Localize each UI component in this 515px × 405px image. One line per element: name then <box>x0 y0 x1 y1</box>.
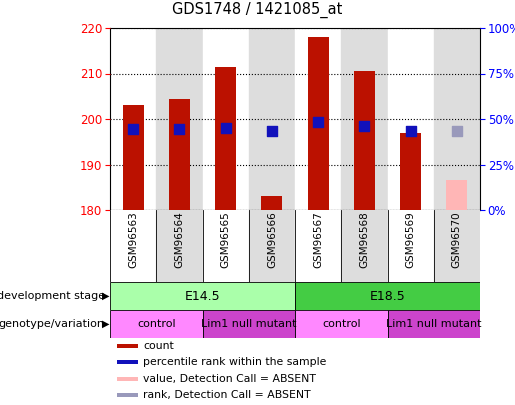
Text: GSM96569: GSM96569 <box>406 211 416 268</box>
Bar <box>354 71 375 210</box>
Text: development stage: development stage <box>0 291 105 301</box>
Bar <box>169 98 190 210</box>
Text: GDS1748 / 1421085_at: GDS1748 / 1421085_at <box>173 2 342 18</box>
Text: count: count <box>143 341 174 351</box>
Bar <box>202 28 249 210</box>
Bar <box>295 210 341 282</box>
Point <box>221 125 230 131</box>
Text: E18.5: E18.5 <box>370 290 405 303</box>
Bar <box>387 210 434 282</box>
Bar <box>295 310 387 338</box>
Bar <box>123 105 144 210</box>
Text: control: control <box>322 319 360 329</box>
Text: control: control <box>137 319 176 329</box>
Text: value, Detection Call = ABSENT: value, Detection Call = ABSENT <box>143 373 316 384</box>
Bar <box>215 67 236 210</box>
Text: E14.5: E14.5 <box>185 290 220 303</box>
Bar <box>110 310 202 338</box>
Bar <box>341 210 387 282</box>
Text: Lim1 null mutant: Lim1 null mutant <box>201 319 297 329</box>
Bar <box>110 28 156 210</box>
Bar <box>400 133 421 210</box>
Text: GSM96566: GSM96566 <box>267 211 277 268</box>
Point <box>453 128 461 134</box>
Text: GSM96568: GSM96568 <box>359 211 369 268</box>
Bar <box>110 282 295 310</box>
Bar <box>117 377 138 381</box>
Bar <box>117 344 138 348</box>
Text: genotype/variation: genotype/variation <box>0 319 105 329</box>
Point <box>175 126 183 132</box>
Bar <box>249 210 295 282</box>
Text: GSM96564: GSM96564 <box>175 211 184 268</box>
Bar <box>341 28 387 210</box>
Bar <box>249 28 295 210</box>
Bar <box>202 210 249 282</box>
Bar <box>202 310 295 338</box>
Bar <box>117 360 138 364</box>
Point <box>314 119 322 125</box>
Point <box>268 128 276 134</box>
Bar <box>308 37 329 210</box>
Bar <box>295 282 480 310</box>
Bar <box>262 196 282 210</box>
Bar <box>117 393 138 397</box>
Bar <box>434 210 480 282</box>
Text: ▶: ▶ <box>101 319 109 329</box>
Bar <box>156 210 202 282</box>
Text: rank, Detection Call = ABSENT: rank, Detection Call = ABSENT <box>143 390 311 400</box>
Text: GSM96570: GSM96570 <box>452 211 462 268</box>
Text: GSM96563: GSM96563 <box>128 211 138 268</box>
Bar <box>387 28 434 210</box>
Point <box>360 123 369 130</box>
Point <box>129 126 137 132</box>
Text: Lim1 null mutant: Lim1 null mutant <box>386 319 482 329</box>
Text: percentile rank within the sample: percentile rank within the sample <box>143 357 327 367</box>
Point <box>406 128 415 134</box>
Bar <box>447 180 467 210</box>
Bar <box>387 310 480 338</box>
Text: GSM96565: GSM96565 <box>220 211 231 268</box>
Bar <box>295 28 341 210</box>
Bar <box>156 28 202 210</box>
Bar <box>434 28 480 210</box>
Text: GSM96567: GSM96567 <box>313 211 323 268</box>
Text: ▶: ▶ <box>101 291 109 301</box>
Bar <box>110 210 156 282</box>
